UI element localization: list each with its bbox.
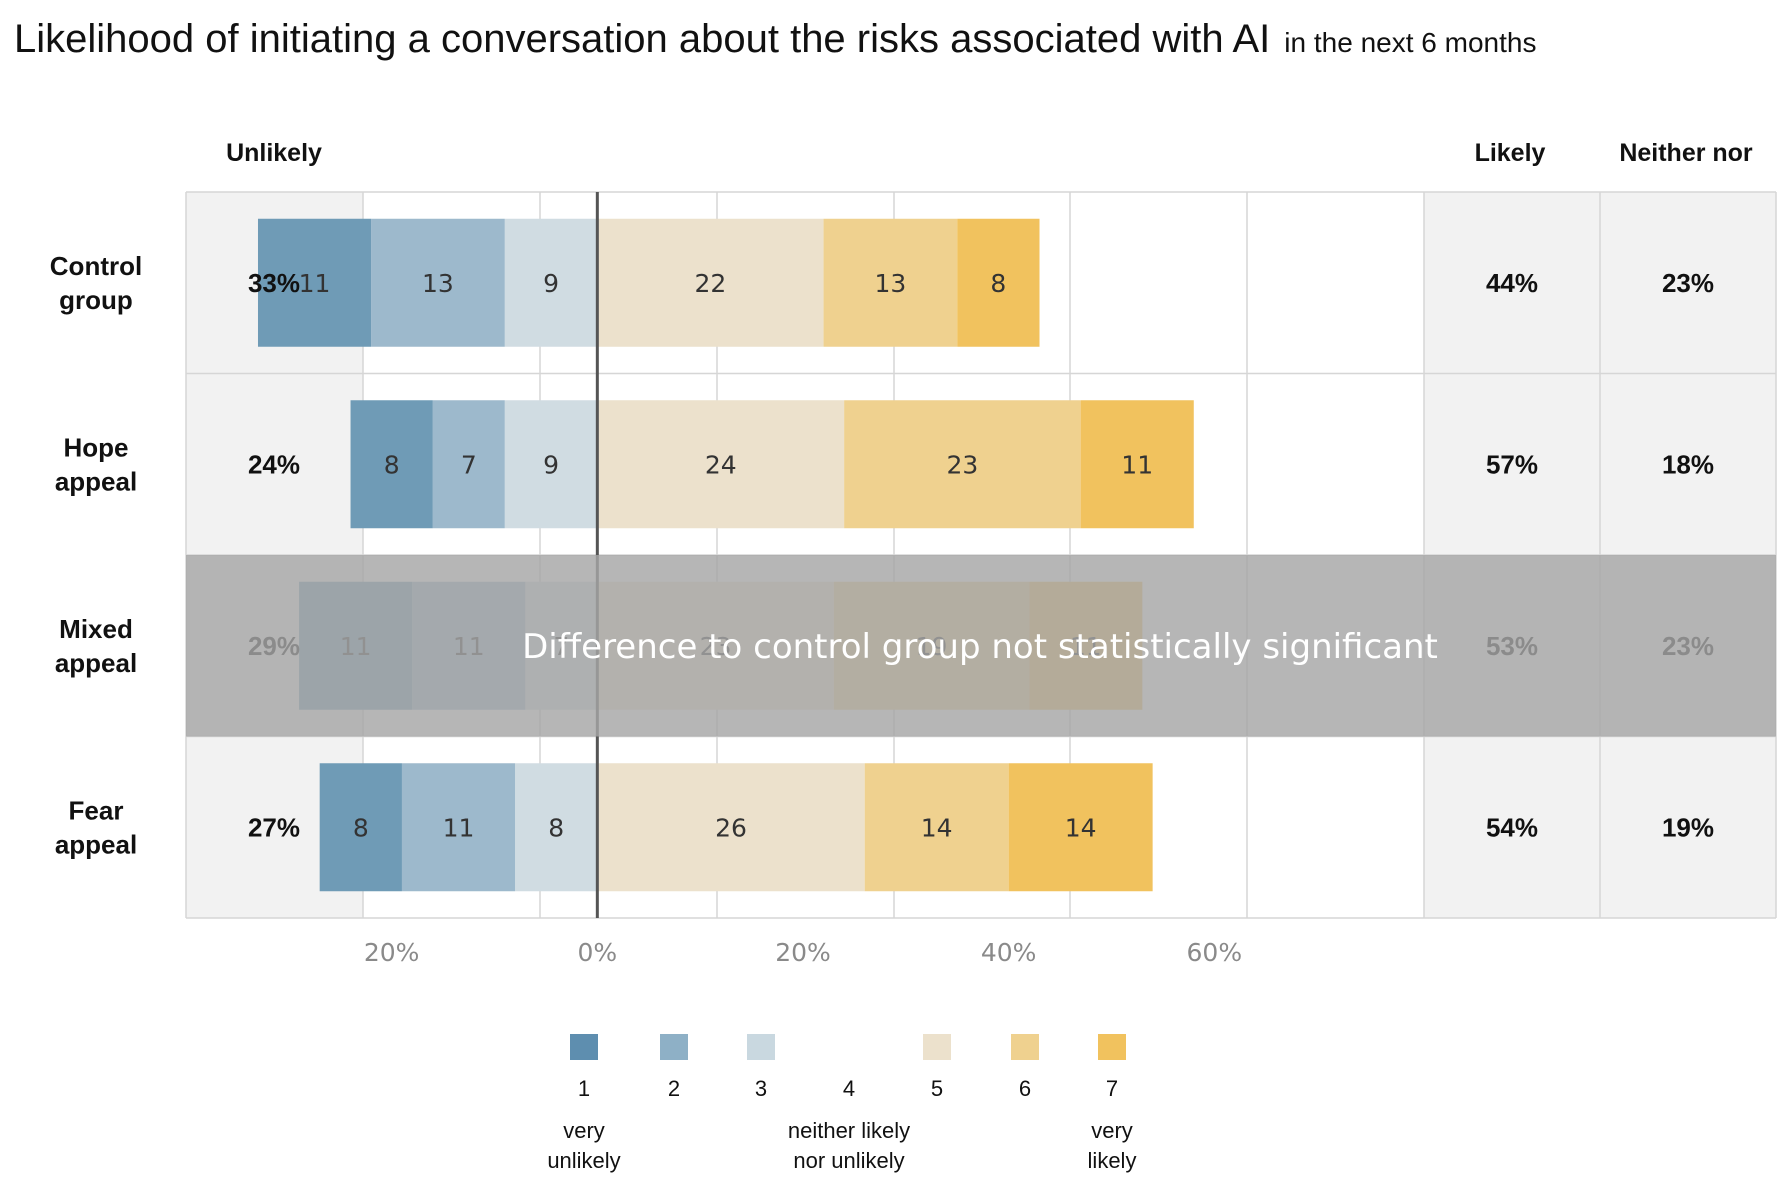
legend-label-5: 5 bbox=[931, 1076, 943, 1101]
neither-pct-1: 18% bbox=[1662, 449, 1714, 479]
row-label-1-line1: appeal bbox=[55, 466, 137, 496]
likely-pct-1: 57% bbox=[1486, 449, 1538, 479]
bar-label-3-s7: 14 bbox=[1065, 813, 1097, 842]
row-labels: Control group Hope appeal Mixed appeal Fear app… bbox=[50, 251, 142, 860]
bar-0-s1 bbox=[257, 218, 372, 347]
overlay-text: Difference to control group not statisti… bbox=[522, 627, 1438, 667]
legend-anchor-0-line1: unlikely bbox=[547, 1148, 620, 1173]
bar-1-s6 bbox=[844, 400, 1081, 529]
x-tick-1: 0% bbox=[577, 938, 617, 967]
likely-pct-0: 44% bbox=[1486, 268, 1538, 298]
neither-pct-3: 19% bbox=[1662, 812, 1714, 842]
bar-3-s2 bbox=[401, 763, 516, 892]
legend-label-1: 1 bbox=[578, 1076, 590, 1101]
legend-anchor-2-line1: likely bbox=[1088, 1148, 1137, 1173]
bar-0-s2 bbox=[371, 218, 505, 347]
legend-anchor-0-line0: very bbox=[563, 1118, 605, 1143]
bar-0-s7 bbox=[957, 218, 1040, 347]
bar-label-3-s6: 14 bbox=[921, 813, 953, 842]
row-label-2-line1: appeal bbox=[55, 648, 137, 678]
row-label-1-line0: Hope bbox=[64, 432, 129, 462]
x-axis-ticks: 20% 0% 20% 40% 60% bbox=[364, 938, 1242, 967]
bar-label-3-s3: 8 bbox=[548, 813, 564, 842]
bar-1-s2 bbox=[432, 400, 505, 529]
bar-1-s3 bbox=[504, 400, 598, 529]
legend-label-6: 6 bbox=[1019, 1076, 1031, 1101]
legend-anchor-2-line0: very bbox=[1091, 1118, 1133, 1143]
bar-label-1-s3: 9 bbox=[543, 450, 559, 479]
unlikely-pct-3: 27% bbox=[248, 812, 300, 842]
bar-0-s3 bbox=[504, 218, 598, 347]
legend-label-4: 4 bbox=[843, 1076, 855, 1101]
bar-label-0-s6: 13 bbox=[875, 269, 907, 298]
legend-label-3: 3 bbox=[755, 1076, 767, 1101]
not-significant-overlay: Difference to control group not statisti… bbox=[186, 555, 1776, 737]
unlikely-pct-0: 33% bbox=[248, 268, 300, 298]
bar-1-s5 bbox=[597, 400, 845, 529]
bar-label-0-s3: 9 bbox=[543, 269, 559, 298]
x-tick-0: 20% bbox=[364, 938, 420, 967]
legend-anchor-1-line0: neither likely bbox=[788, 1118, 910, 1143]
legend-label-7: 7 bbox=[1106, 1076, 1118, 1101]
subtitle-text: in the next 6 months bbox=[1284, 27, 1536, 58]
row-label-2-line0: Mixed bbox=[59, 614, 133, 644]
legend-swatch-7 bbox=[1098, 1034, 1126, 1060]
x-tick-2: 20% bbox=[775, 938, 831, 967]
row-label-3-line1: appeal bbox=[55, 829, 137, 859]
bar-label-0-s5: 22 bbox=[695, 269, 727, 298]
row-label-0-line0: Control bbox=[50, 251, 142, 281]
x-tick-4: 60% bbox=[1187, 938, 1243, 967]
bar-label-1-s5: 24 bbox=[705, 450, 737, 479]
bar-label-3-s5: 26 bbox=[715, 813, 747, 842]
legend-swatch-1 bbox=[570, 1034, 598, 1060]
legend: 1 2 3 4 5 6 7 very unlikely neither likely nor unl… bbox=[547, 1034, 1136, 1173]
legend-swatch-3 bbox=[747, 1034, 775, 1060]
bar-3-s1 bbox=[319, 763, 402, 892]
bar-label-1-s7: 11 bbox=[1121, 450, 1153, 479]
bar-0-s6 bbox=[823, 218, 958, 347]
bar-3-s3 bbox=[515, 763, 598, 892]
unlikely-pct-1: 24% bbox=[248, 449, 300, 479]
legend-swatch-2 bbox=[660, 1034, 688, 1060]
row-label-0-line1: group bbox=[59, 285, 133, 315]
bar-label-3-s2: 11 bbox=[443, 813, 475, 842]
chart-title: Likelihood of initiating a conversation … bbox=[14, 17, 1536, 61]
bar-1-s7 bbox=[1080, 400, 1194, 529]
bar-3-s7 bbox=[1008, 763, 1153, 892]
row-label-3-line0: Fear bbox=[69, 795, 124, 825]
bar-label-3-s1: 8 bbox=[353, 813, 369, 842]
bar-0-s5 bbox=[597, 218, 824, 347]
title-text: Likelihood of initiating a conversation … bbox=[14, 17, 1270, 61]
bar-label-0-s2: 13 bbox=[422, 269, 454, 298]
bar-1-s1 bbox=[350, 400, 433, 529]
bar-label-0-s1: 11 bbox=[299, 269, 331, 298]
header-unlikely: Unlikely bbox=[226, 139, 322, 167]
header-likely: Likely bbox=[1475, 139, 1546, 167]
legend-anchor-1-line1: nor unlikely bbox=[793, 1148, 904, 1173]
header-neither: Neither nor bbox=[1619, 139, 1753, 167]
bar-label-1-s2: 7 bbox=[461, 450, 477, 479]
x-tick-3: 40% bbox=[981, 938, 1037, 967]
bar-3-s6 bbox=[864, 763, 1009, 892]
bar-label-0-s7: 8 bbox=[990, 269, 1006, 298]
neither-pct-0: 23% bbox=[1662, 268, 1714, 298]
overlay-band bbox=[186, 555, 1776, 737]
bar-label-1-s1: 8 bbox=[384, 450, 400, 479]
legend-swatch-5 bbox=[923, 1034, 951, 1060]
legend-label-2: 2 bbox=[668, 1076, 680, 1101]
bar-3-s5 bbox=[597, 763, 865, 892]
bar-label-1-s6: 23 bbox=[946, 450, 978, 479]
likely-pct-3: 54% bbox=[1486, 812, 1538, 842]
legend-swatch-6 bbox=[1011, 1034, 1039, 1060]
